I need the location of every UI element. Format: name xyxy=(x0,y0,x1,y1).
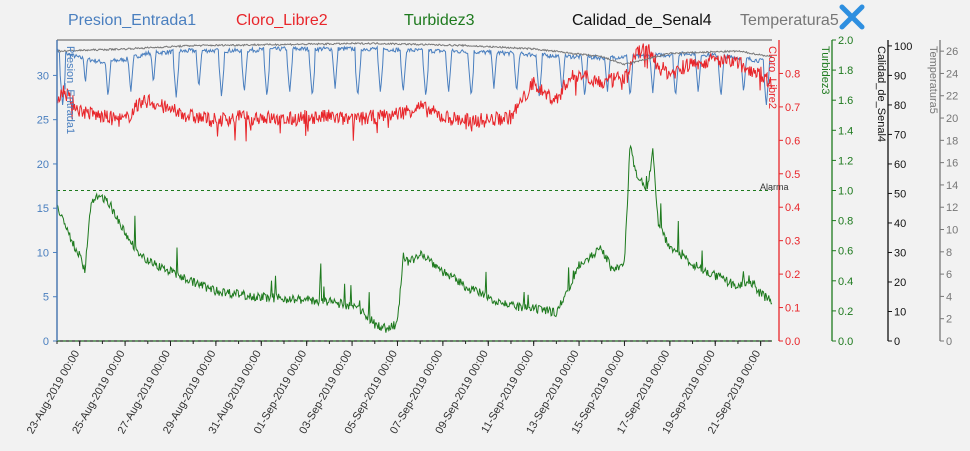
y-tick-label: 0.5 xyxy=(785,169,800,181)
y-tick-label: 70 xyxy=(894,129,906,141)
legend-item-cloro[interactable]: Cloro_Libre2 xyxy=(236,12,328,29)
y-tick-label: 5 xyxy=(43,292,49,304)
y-tick-label: 10 xyxy=(894,306,906,318)
y-tick-label: 24 xyxy=(946,68,958,80)
axis-title-presion: Presion_Entrada1 xyxy=(64,46,76,134)
y-tick-label: 8 xyxy=(946,247,952,259)
close-x-icon xyxy=(839,4,865,30)
y-tick-label: 4 xyxy=(946,291,952,303)
y-tick-label: 0.1 xyxy=(785,303,800,315)
y-tick-label: 0.8 xyxy=(785,68,800,80)
y-tick-label: 12 xyxy=(946,202,958,214)
y-tick-label: 16 xyxy=(946,158,958,170)
series-line-presion_entrada1 xyxy=(56,45,773,106)
y-tick-label: 100 xyxy=(894,41,912,53)
y-tick-label: 40 xyxy=(894,218,906,230)
y-tick-label: 0.0 xyxy=(838,336,853,348)
y-tick-label: 0.7 xyxy=(785,102,800,114)
y-tick-label: 15 xyxy=(37,203,49,215)
y-tick-label: 20 xyxy=(37,159,49,171)
y-tick-label: 2 xyxy=(946,314,952,326)
y-tick-label: 80 xyxy=(894,100,906,112)
y-tick-label: 0.2 xyxy=(785,269,800,281)
y-tick-label: 6 xyxy=(946,269,952,281)
y-tick-label: 1.6 xyxy=(838,95,853,107)
series-line-temperatura5 xyxy=(56,42,773,66)
y-tick-label: 0.6 xyxy=(785,135,800,147)
y-tick-label: 1.8 xyxy=(838,65,853,77)
axis-title-turbidez: Turbidez3 xyxy=(819,46,831,95)
axis-title-calidad: Calidad_de_Senal4 xyxy=(875,46,887,142)
legend: Presion_Entrada1 Cloro_Libre2 Turbidez3 … xyxy=(0,8,970,36)
y-tick-label: 0.2 xyxy=(838,306,853,318)
y-tick-label: 0.3 xyxy=(785,236,800,248)
y-tick-label: 18 xyxy=(946,135,958,147)
y-tick-label: 0 xyxy=(946,336,952,348)
y-tick-label: 14 xyxy=(946,180,958,192)
alarm-label: Alarma xyxy=(760,182,789,192)
series-lines xyxy=(56,42,773,333)
alarm-lines xyxy=(56,39,772,342)
y-tick-label: 0.4 xyxy=(838,276,853,288)
series-line-cloro_libre2 xyxy=(56,43,773,142)
y-tick-label: 30 xyxy=(37,70,49,82)
y-tick-label: 0.6 xyxy=(838,246,853,258)
y-tick-label: 0.4 xyxy=(785,202,800,214)
y-tick-label: 30 xyxy=(894,247,906,259)
y-tick-label: 1.4 xyxy=(838,125,853,137)
y-tick-label: 22 xyxy=(946,91,958,103)
legend-item-turbidez[interactable]: Turbidez3 xyxy=(404,12,475,29)
x-tick-label: 21-Sep-2019 00:00 xyxy=(706,349,763,437)
y-tick-label: 0 xyxy=(894,336,900,348)
y-tick-label: 26 xyxy=(946,46,958,58)
y-tick-label: 25 xyxy=(37,115,49,127)
y-tick-label: 90 xyxy=(894,70,906,82)
y-tick-label: 2.0 xyxy=(838,35,853,47)
y-tick-label: 0.0 xyxy=(785,336,800,348)
y-tick-label: 50 xyxy=(894,188,906,200)
y-tick-label: 0.8 xyxy=(838,216,853,228)
axis-title-cloro: Cloro_Libre2 xyxy=(766,46,778,109)
legend-item-temperatura[interactable]: Temperatura5 xyxy=(740,12,839,29)
axis-title-temp: Temperatura5 xyxy=(927,46,939,114)
y-tick-label: 1.0 xyxy=(838,186,853,198)
y-tick-label: 10 xyxy=(37,247,49,259)
y-tick-label: 10 xyxy=(946,225,958,237)
close-button[interactable] xyxy=(837,2,867,32)
y-tick-label: 60 xyxy=(894,159,906,171)
y-tick-label: 20 xyxy=(894,277,906,289)
y-tick-label: 20 xyxy=(946,113,958,125)
y-tick-label: 1.2 xyxy=(838,155,853,167)
legend-item-calidad[interactable]: Calidad_de_Senal4 xyxy=(572,12,712,29)
y-tick-label: 0 xyxy=(43,336,49,348)
legend-item-presion[interactable]: Presion_Entrada1 xyxy=(68,12,197,29)
series-line-turbidez3 xyxy=(56,144,773,333)
